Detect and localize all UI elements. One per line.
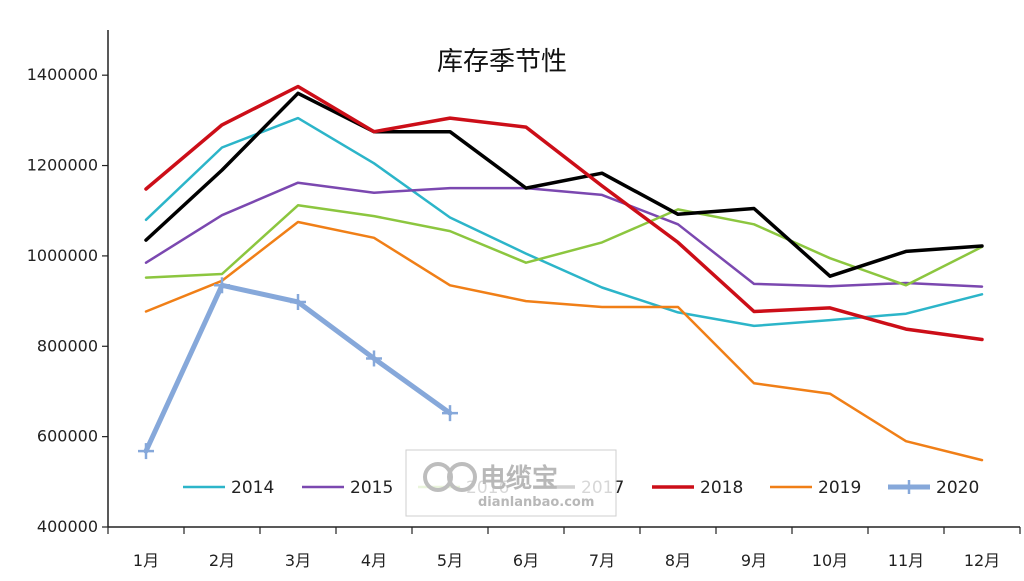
legend-item-2015: 2015: [302, 478, 393, 498]
y-tick-label: 1200000: [27, 156, 98, 175]
x-tick-label: 2月: [209, 551, 235, 570]
watermark-brand: 电缆宝: [480, 463, 558, 494]
series-point-2020: [366, 350, 382, 367]
legend-item-2014: 2014: [183, 478, 274, 498]
y-tick-label: 1000000: [27, 246, 98, 265]
series-line-2014: [144, 116, 984, 328]
legend-label: 2019: [818, 478, 861, 498]
legend-item-2020: 2020: [888, 478, 979, 498]
x-tick-label: 4月: [361, 551, 387, 570]
series-layer: [138, 84, 984, 462]
watermark-domain: dianlanbao.com: [478, 495, 594, 510]
x-tick-label: 7月: [589, 551, 615, 570]
x-tick-label: 8月: [665, 551, 691, 570]
y-tick-label: 800000: [37, 336, 98, 355]
legend-item-2019: 2019: [770, 478, 861, 498]
legend-label: 2015: [350, 478, 393, 498]
series-point-2020: [290, 293, 306, 310]
x-tick-label: 5月: [437, 551, 463, 570]
series-line-2016: [144, 204, 984, 287]
series-line-2019: [144, 220, 984, 462]
y-tick-label: 1400000: [27, 65, 98, 84]
series-point-2020: [442, 405, 458, 422]
x-tick-label: 6月: [513, 551, 539, 570]
y-tick-label: 600000: [37, 427, 98, 446]
x-tick-label: 3月: [285, 551, 311, 570]
axes: 400000 600000 800000 1000000 1200000 1400000 1…: [27, 30, 1021, 570]
legend-item-2018: 2018: [652, 478, 743, 498]
x-tick-label: 1月: [133, 551, 159, 570]
legend-label: 2014: [231, 478, 274, 498]
x-tick-label: 12月: [964, 551, 1000, 570]
watermark-emblem-icon: [423, 462, 477, 492]
series-point-2020: [214, 277, 230, 294]
legend-label: 2018: [700, 478, 743, 498]
watermark-box: [405, 449, 617, 517]
watermark-logo: 电缆宝 dianlanbao.com: [405, 449, 617, 517]
series-line-2018: [144, 84, 984, 342]
y-tick-label: 400000: [37, 517, 98, 536]
series-line-2017: [144, 91, 984, 278]
x-tick-label: 11月: [888, 551, 924, 570]
chart-title: 库存季节性: [437, 47, 567, 77]
series-point-2020: [138, 443, 154, 460]
series-line-2020: [143, 282, 453, 454]
legend-label: 2020: [936, 478, 979, 498]
series-line-2015: [144, 181, 984, 288]
x-tick-label: 10月: [812, 551, 848, 570]
x-tick-label: 9月: [741, 551, 767, 570]
